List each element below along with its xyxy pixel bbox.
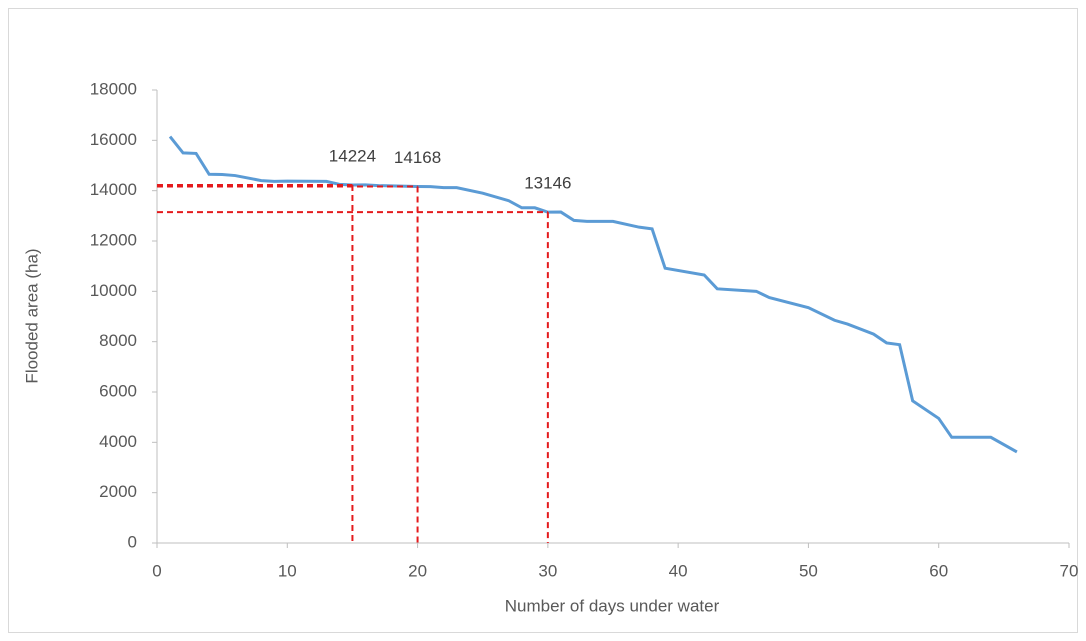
annotation-label: 13146 bbox=[524, 174, 571, 193]
y-tick-label: 18000 bbox=[90, 79, 137, 98]
x-tick-label: 70 bbox=[1060, 561, 1079, 580]
x-axis-title: Number of days under water bbox=[505, 596, 720, 615]
y-tick-label: 6000 bbox=[99, 381, 137, 400]
y-tick-label: 8000 bbox=[99, 331, 137, 350]
x-tick-label: 40 bbox=[669, 561, 688, 580]
y-tick-label: 10000 bbox=[90, 281, 137, 300]
x-tick-label: 30 bbox=[538, 561, 557, 580]
data-line bbox=[168, 135, 1018, 454]
annotation-label: 14168 bbox=[394, 148, 441, 167]
x-tick-label: 60 bbox=[929, 561, 948, 580]
y-tick-label: 14000 bbox=[90, 180, 137, 199]
x-tick-label: 0 bbox=[152, 561, 161, 580]
y-tick-label: 16000 bbox=[90, 130, 137, 149]
y-tick-label: 0 bbox=[128, 532, 137, 551]
x-tick-label: 10 bbox=[278, 561, 297, 580]
y-tick-label: 2000 bbox=[99, 482, 137, 501]
x-tick-label: 20 bbox=[408, 561, 427, 580]
y-axis-title: Flooded area (ha) bbox=[22, 248, 41, 383]
x-tick-label: 50 bbox=[799, 561, 818, 580]
chart-frame bbox=[8, 8, 1078, 633]
y-tick-label: 4000 bbox=[99, 432, 137, 451]
annotation-label: 14224 bbox=[329, 147, 376, 166]
y-tick-label: 12000 bbox=[90, 230, 137, 249]
